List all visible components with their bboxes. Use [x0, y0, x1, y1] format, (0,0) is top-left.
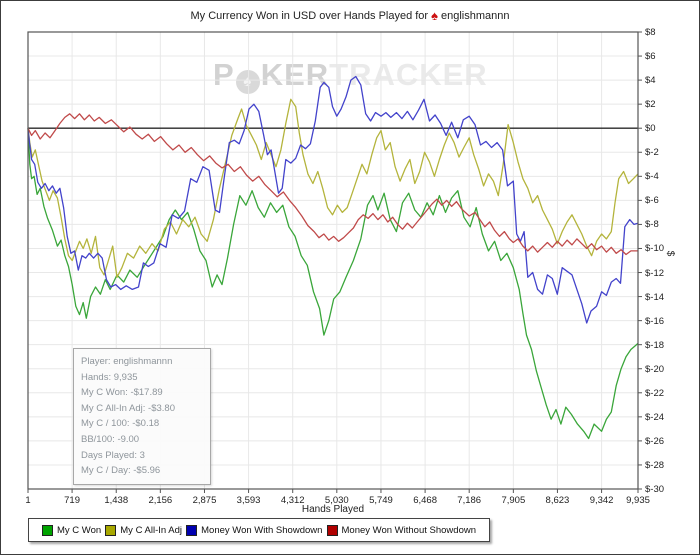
y-tick-label: $-4	[645, 171, 659, 183]
y-tick-label: $-26	[645, 435, 665, 447]
poker-chip-icon: ♠	[235, 70, 260, 94]
legend-swatch-icon	[186, 524, 198, 536]
x-tick-label: 4,312	[280, 495, 305, 506]
x-tick-label: 1,438	[104, 495, 129, 506]
y-tick-label: $-22	[645, 387, 665, 399]
x-tick-label: 3,593	[236, 495, 261, 506]
legend-swatch-icon	[42, 524, 53, 536]
legend-swatch-icon	[326, 524, 338, 536]
watermark-poker-p: P	[213, 57, 235, 92]
x-axis-title: Hands Played	[301, 504, 365, 515]
y-tick-label: $0	[645, 123, 656, 135]
chart-legend: My C Won My C All-In Adj Money Won With Sh…	[28, 518, 490, 542]
chart-title-text: My Currency Won in USD over Hands Played…	[190, 10, 429, 22]
x-tick-label: 5,030	[324, 495, 349, 506]
x-tick-label: 7,905	[501, 495, 526, 506]
y-tick-label: $8	[645, 27, 656, 38]
legend-label: Money Won Without Showdown	[341, 524, 476, 536]
y-tick-label: $-24	[645, 411, 665, 423]
tooltip-line: My C All-In Adj: -$3.80	[81, 402, 175, 414]
legend-label: My C All-In Adj	[120, 524, 183, 536]
tooltip-line: Player: englishmannn	[81, 356, 173, 367]
legend-item-my-c-all-in-adj: My C All-In Adj	[105, 524, 183, 536]
y-tick-label: $-6	[645, 195, 659, 207]
legend-item-my-c-won: My C Won	[42, 524, 102, 536]
legend-label: Money Won With Showdown	[201, 524, 323, 536]
chart-title: My Currency Won in USD over Hands Played…	[1, 8, 699, 23]
series-line-money-won-without-showdown	[27, 113, 638, 256]
tooltip-line: Days Played: 3	[81, 449, 145, 461]
tooltip-line: My C Won: -$17.89	[81, 387, 163, 399]
tooltip-line: My C / Day: -$5.96	[81, 465, 161, 477]
tooltip-line: BB/100: -9.00	[81, 433, 140, 445]
y-tick-label: $-12	[645, 267, 665, 279]
tooltip-line: Hands: 9,935	[81, 371, 138, 383]
x-tick-label: 6,468	[413, 495, 437, 506]
x-tick-label: 5,749	[369, 495, 393, 506]
y-tick-label: $6	[645, 51, 656, 63]
legend-label: My C Won	[57, 524, 102, 536]
y-tick-label: $-16	[645, 315, 665, 327]
tooltip-line: My C / 100: -$0.18	[81, 418, 160, 430]
stats-tooltip: Player: englishmannn Hands: 9,935 My C Won…	[73, 348, 211, 485]
watermark-poker-ker: KER	[260, 57, 330, 92]
x-tick-label: 2,875	[192, 495, 217, 506]
x-tick-label: 1	[25, 495, 31, 506]
y-tick-label: $4	[645, 75, 656, 87]
y-tick-label: $-2	[645, 147, 659, 159]
legend-item-money-won-with-showdown: Money Won With Showdown	[186, 524, 323, 536]
y-tick-label: $2	[645, 99, 656, 111]
y-tick-label: $-30	[645, 484, 665, 495]
y-tick-label: $-14	[645, 291, 665, 303]
plot-border	[27, 31, 639, 490]
y-tick-label: $-18	[645, 339, 665, 351]
y-tick-label: $-20	[645, 363, 665, 375]
pokertracker-spade-icon: ♠	[431, 8, 438, 23]
legend-swatch-icon	[105, 524, 117, 536]
x-tick-label: 2,156	[148, 495, 173, 506]
series-line-money-won-with-showdown	[27, 75, 639, 324]
series-line-my-c-won	[27, 128, 639, 440]
y-tick-label: $-8	[645, 219, 659, 231]
y-tick-label: $-28	[645, 459, 665, 471]
pokertracker-watermark: P ♠ KERTRACKER	[213, 57, 488, 94]
chart-title-player: englishmannn	[441, 10, 510, 22]
x-tick-label: 7,186	[457, 495, 482, 506]
legend-item-money-won-without-showdown: Money Won Without Showdown	[326, 524, 476, 536]
x-tick-label: 8,623	[545, 495, 570, 506]
x-tick-label: 9,935	[626, 495, 650, 506]
x-tick-label: 719	[64, 495, 81, 506]
watermark-tracker: TRACKER	[329, 57, 488, 92]
x-tick-label: 9,342	[589, 495, 614, 506]
series-line-my-c-all-in-adj	[27, 98, 639, 278]
y-axis-title: $	[664, 250, 676, 257]
y-tick-label: $-10	[645, 243, 665, 255]
